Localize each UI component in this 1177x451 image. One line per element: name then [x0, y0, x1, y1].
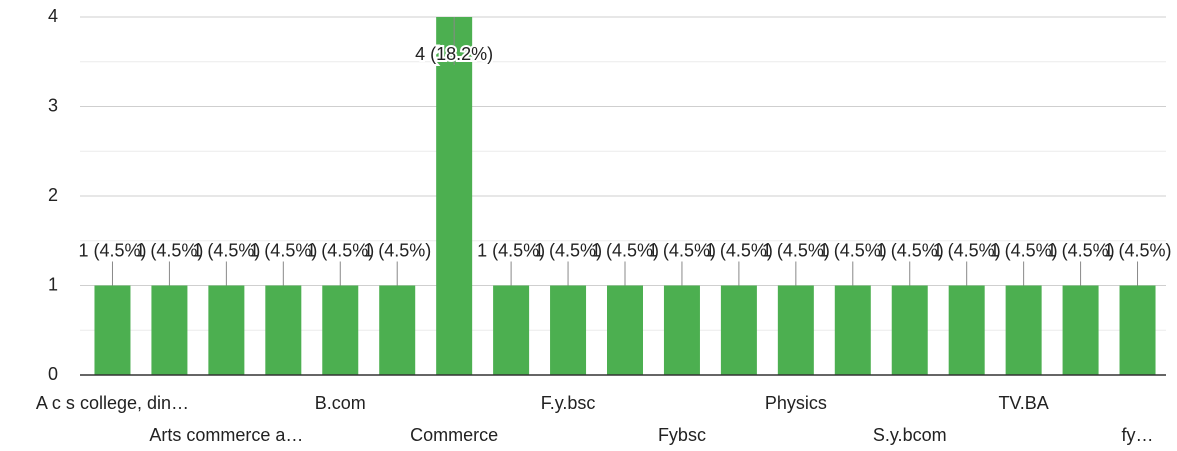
data-label: 4 (18.2%) [415, 44, 493, 64]
data-label: 1 (4.5%) [1047, 240, 1115, 260]
data-label: 1 (4.5%) [705, 240, 773, 260]
x-tick-label: Physics [765, 393, 827, 413]
data-label: 1 (4.5%) [762, 240, 830, 260]
data-label: 1 (4.5%) [534, 240, 602, 260]
x-tick-label: fy… [1122, 425, 1154, 445]
bar [550, 285, 587, 375]
x-tick-label: Arts commerce a… [149, 425, 303, 445]
y-tick-label: 4 [48, 6, 58, 26]
bar [151, 285, 188, 375]
data-label: 1 (4.5%) [933, 240, 1001, 260]
bar [948, 285, 985, 375]
data-label: 1 (4.5%) [363, 240, 431, 260]
bar [322, 285, 359, 375]
bar [379, 285, 416, 375]
bar [436, 17, 473, 375]
x-tick-label: S.y.bcom [873, 425, 947, 445]
data-label: 1 (4.5%) [819, 240, 887, 260]
bar [834, 285, 871, 375]
data-label: 1 (4.5%) [648, 240, 716, 260]
data-label: 1 (4.5%) [135, 240, 203, 260]
x-tick-label: TV.BA [998, 393, 1048, 413]
bar [1005, 285, 1042, 375]
y-tick-label: 1 [48, 274, 58, 294]
bar [493, 285, 530, 375]
bar [891, 285, 928, 375]
data-label: 1 (4.5%) [876, 240, 944, 260]
y-tick-label: 3 [48, 95, 58, 115]
bar [720, 285, 757, 375]
data-label: 1 (4.5%) [306, 240, 374, 260]
data-label: 1 (4.5%) [249, 240, 317, 260]
data-label: 1 (4.5%) [591, 240, 659, 260]
data-label: 1 (4.5%) [477, 240, 545, 260]
x-tick-label: Commerce [410, 425, 498, 445]
data-label: 1 (4.5%) [990, 240, 1058, 260]
data-label: 1 (4.5%) [78, 240, 146, 260]
bar [663, 285, 700, 375]
x-tick-label: Fybsc [658, 425, 706, 445]
bar [265, 285, 302, 375]
x-tick-label: A c s college, din… [36, 393, 189, 413]
bar [607, 285, 643, 375]
bar [94, 285, 131, 375]
bar [777, 285, 814, 375]
bar [208, 285, 245, 375]
x-tick-label: B.com [315, 393, 366, 413]
x-tick-label: F.y.bsc [541, 393, 596, 413]
data-label: 1 (4.5%) [192, 240, 260, 260]
bar [1062, 285, 1099, 375]
data-label: 1 (4.5%) [1104, 240, 1172, 260]
y-tick-label: 0 [48, 364, 58, 384]
y-tick-label: 2 [48, 185, 58, 205]
bar [1119, 285, 1156, 375]
